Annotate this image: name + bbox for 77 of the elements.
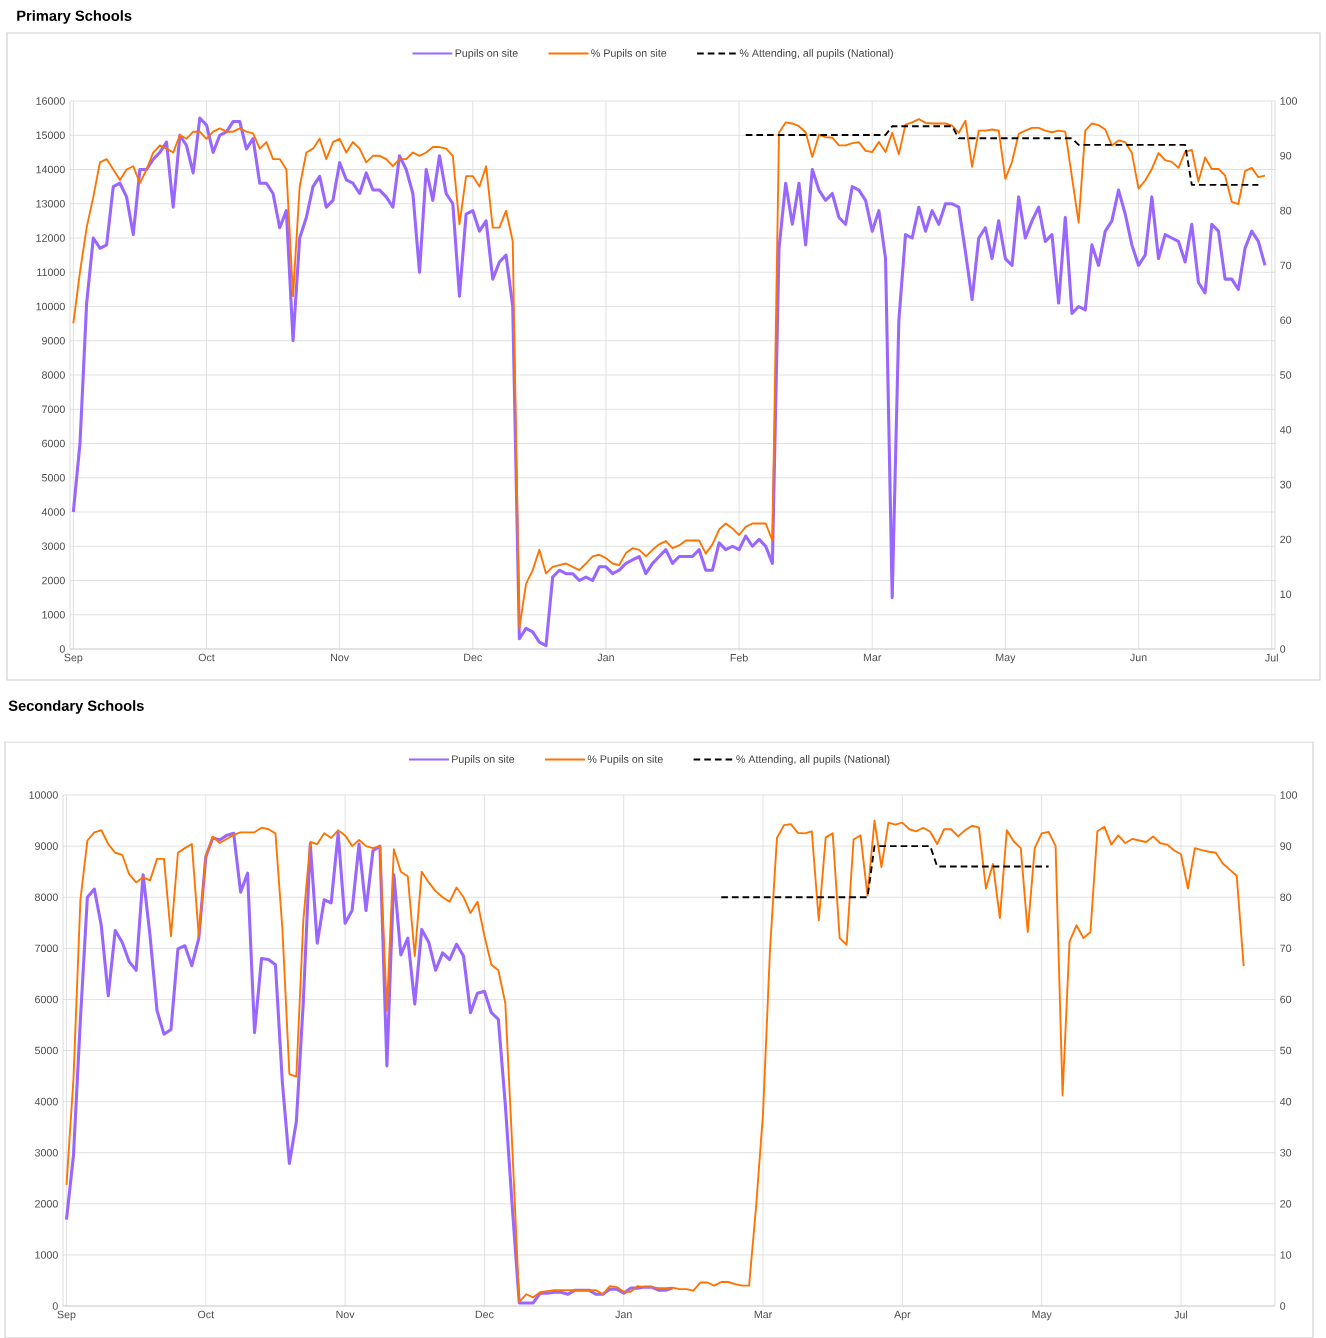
y-tick-label: 3000 — [34, 1148, 58, 1157]
x-tick-label: Mar — [863, 653, 882, 662]
y-tick-label: 3000 — [41, 542, 65, 551]
y2-tick-label: 50 — [1280, 1046, 1292, 1055]
x-tick-label: Dec — [475, 1310, 494, 1319]
y2-tick-label: 0 — [1280, 645, 1286, 653]
legend-label: % Attending, all pupils (National) — [736, 755, 890, 765]
x-tick-label: Dec — [464, 653, 482, 662]
y2-tick-label: 50 — [1280, 371, 1292, 379]
y2-tick-label: 60 — [1280, 995, 1292, 1004]
x-tick-label: Sep — [64, 653, 83, 664]
y-tick-label: 0 — [52, 1302, 58, 1310]
y2-tick-label: 90 — [1280, 152, 1292, 160]
y-tick-label: 10000 — [36, 302, 65, 311]
y-tick-label: 6000 — [42, 439, 65, 448]
y2-tick-label: 40 — [1279, 1097, 1292, 1106]
y-tick-label: 0 — [59, 645, 65, 653]
y-tick-label: 2000 — [42, 576, 65, 585]
x-tick-label: Jul — [1265, 653, 1278, 662]
y2-tick-label: 40 — [1279, 426, 1292, 434]
x-tick-label: Jan — [615, 1310, 632, 1319]
y-tick-label: 8000 — [42, 371, 65, 379]
x-tick-label: Mar — [754, 1310, 773, 1319]
y2-tick-label: 20 — [1280, 1200, 1292, 1208]
legend-label: Pupils on site — [452, 755, 515, 765]
x-tick-label: Apr — [894, 1310, 911, 1321]
chart-title: Secondary Schools — [8, 700, 144, 714]
y-tick-label: 14000 — [36, 165, 65, 174]
y-tick-label: 1000 — [35, 1251, 58, 1259]
y-tick-label: 8000 — [35, 893, 58, 901]
y2-tick-label: 70 — [1280, 944, 1292, 953]
y-tick-label: 7000 — [35, 944, 58, 953]
y-tick-label: 4000 — [41, 508, 65, 516]
y-tick-label: 16000 — [36, 97, 65, 105]
y-tick-label: 2000 — [35, 1200, 58, 1208]
y2-tick-label: 60 — [1280, 316, 1292, 324]
y-tick-label: 11000 — [37, 268, 65, 277]
y2-tick-label: 30 — [1280, 480, 1292, 489]
y-tick-label: 5000 — [34, 1046, 58, 1055]
y-tick-label: 13000 — [36, 199, 65, 208]
y2-tick-label: 10 — [1280, 1251, 1292, 1259]
y-tick-label: 1000 — [42, 610, 65, 619]
x-tick-label: Nov — [331, 653, 350, 662]
y-tick-label: 10000 — [29, 791, 58, 799]
y2-tick-label: 70 — [1280, 261, 1292, 270]
legend-label: % Pupils on site — [591, 49, 667, 59]
y-tick-label: 4000 — [34, 1097, 58, 1106]
y-tick-label: 9000 — [35, 842, 58, 850]
y2-tick-label: 20 — [1280, 535, 1292, 544]
y2-tick-label: 30 — [1280, 1148, 1292, 1157]
y-tick-label: 6000 — [35, 995, 58, 1004]
y2-tick-label: 90 — [1280, 842, 1292, 850]
x-tick-label: Jan — [597, 653, 614, 662]
x-tick-label: Oct — [198, 653, 215, 662]
x-tick-label: Sep — [57, 1310, 76, 1321]
y2-tick-label: 100 — [1280, 97, 1298, 105]
y2-tick-label: 0 — [1280, 1302, 1286, 1310]
y2-tick-label: 80 — [1280, 893, 1292, 901]
chart-title: Primary Schools — [17, 10, 132, 24]
x-tick-label: Feb — [730, 653, 748, 662]
y-tick-label: 9000 — [42, 336, 65, 345]
y-tick-label: 5000 — [41, 473, 65, 482]
legend-label: % Pupils on site — [587, 755, 663, 765]
y2-tick-label: 100 — [1280, 791, 1298, 799]
y2-tick-label: 80 — [1280, 206, 1292, 215]
y-tick-label: 12000 — [36, 234, 65, 242]
x-tick-label: Oct — [198, 1310, 215, 1319]
y2-tick-label: 10 — [1280, 590, 1292, 598]
y-tick-label: 15000 — [36, 131, 65, 140]
y-tick-label: 7000 — [42, 405, 65, 414]
x-tick-label: May — [1032, 1310, 1052, 1321]
legend-label: % Attending, all pupils (National) — [739, 49, 893, 59]
legend-label: Pupils on site — [455, 49, 518, 59]
x-tick-label: Jul — [1174, 1310, 1188, 1319]
x-tick-label: Jun — [1130, 653, 1147, 662]
x-tick-label: Nov — [336, 1310, 355, 1319]
x-tick-label: May — [996, 653, 1016, 664]
